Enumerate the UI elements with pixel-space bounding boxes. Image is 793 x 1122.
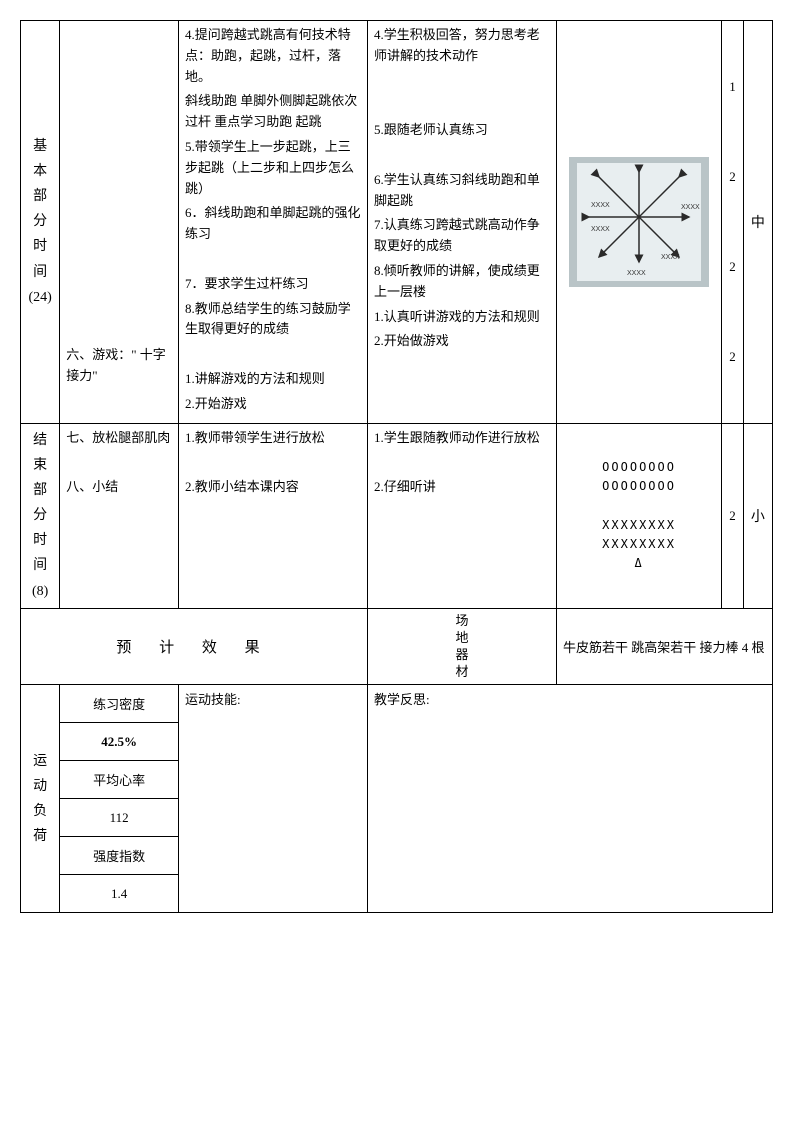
cross-relay-diagram: XXXX XXXX XXXX XXXX XXXX (569, 157, 709, 287)
metric-key: 强度指数 (60, 837, 179, 875)
end-times-cell: 2 (722, 423, 744, 608)
metric-key: 练习密度 (60, 685, 179, 723)
section-label-basic: 基 本 部 分 时 间 (24) (21, 21, 60, 424)
svg-text:XXXX: XXXX (591, 226, 610, 233)
metric-val: 42.5% (60, 723, 179, 761)
reflect-cell: 教学反思: (367, 685, 772, 913)
expected-title: 预 计 效 果 (21, 608, 368, 685)
lesson-plan-table: 基 本 部 分 时 间 (24) 六、游戏：" 十字接力" 4.提问跨越式跳高有… (20, 20, 773, 913)
times-cell: 1 2 2 2 (722, 21, 744, 424)
svg-text:XXXX: XXXX (627, 270, 646, 277)
skill-cell: 运动技能: (179, 685, 368, 913)
svg-text:XXXX: XXXX (661, 254, 680, 261)
section-label-end: 结 束 部 分 时 间 (8) (21, 423, 60, 608)
student-cell: 4.学生积极回答，努力思考老师讲解的技术动作 5.跟随老师认真练习 6.学生认真… (367, 21, 556, 424)
activity-text: 六、游戏：" 十字接力" (66, 345, 172, 387)
formation-cell: OOOOOOOOOOOOOOOO XXXXXXXXXXXXXXXXΔ (556, 423, 721, 608)
teacher-cell: 4.提问跨越式跳高有何技术特点：助跑，起跳，过杆，落地。 斜线助跑 单脚外侧脚起… (179, 21, 368, 424)
section-basic: 基 本 部 分 时 间 (24) 六、游戏：" 十字接力" 4.提问跨越式跳高有… (21, 21, 773, 424)
end-activity-cell: 七、放松腿部肌肉 八、小结 (60, 423, 179, 608)
end-student-cell: 1.学生跟随教师动作进行放松 2.仔细听讲 (367, 423, 556, 608)
end-teacher-cell: 1.教师带领学生进行放松 2.教师小结本课内容 (179, 423, 368, 608)
field-value: 牛皮筋若干 跳高架若干 接力棒 4 根 (556, 608, 772, 685)
activity-cell: 六、游戏：" 十字接力" (60, 21, 179, 424)
end-intensity-cell: 小 (743, 423, 772, 608)
svg-text:XXXX: XXXX (591, 202, 610, 209)
svg-text:XXXX: XXXX (681, 204, 700, 211)
load-row: 运动负荷 练习密度 运动技能: 教学反思: (21, 685, 773, 723)
section-end: 结 束 部 分 时 间 (8) 七、放松腿部肌肉 八、小结 1.教师带领学生进行… (21, 423, 773, 608)
field-label: 场地器材 (367, 608, 556, 685)
metric-val: 1.4 (60, 875, 179, 913)
load-label: 运动负荷 (21, 685, 60, 913)
metric-key: 平均心率 (60, 761, 179, 799)
diagram-cell: XXXX XXXX XXXX XXXX XXXX (556, 21, 721, 424)
expected-row: 预 计 效 果 场地器材 牛皮筋若干 跳高架若干 接力棒 4 根 (21, 608, 773, 685)
intensity-cell: 中 (743, 21, 772, 424)
metric-val: 112 (60, 799, 179, 837)
